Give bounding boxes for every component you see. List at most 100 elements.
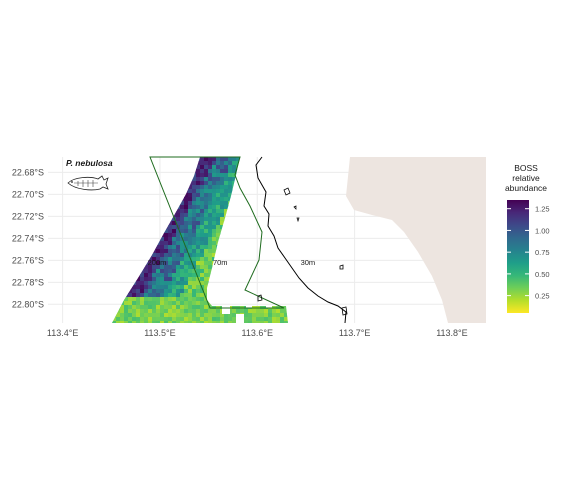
- raster-cell: [220, 321, 224, 325]
- raster-cell: [216, 245, 220, 249]
- raster-cell: [288, 165, 292, 169]
- raster-cell: [144, 273, 148, 277]
- raster-cell: [264, 281, 268, 285]
- raster-cell: [212, 213, 216, 217]
- raster-cell: [124, 309, 128, 313]
- raster-cell: [280, 273, 284, 277]
- raster-cell: [112, 249, 116, 253]
- raster-cell: [216, 269, 220, 273]
- raster-cell: [224, 189, 228, 193]
- raster-cell: [172, 229, 176, 233]
- raster-cell: [248, 181, 252, 185]
- raster-cell: [204, 277, 208, 281]
- raster-cell: [184, 265, 188, 269]
- raster-cell: [220, 217, 224, 221]
- raster-cell: [116, 157, 120, 161]
- raster-cell: [204, 285, 208, 289]
- raster-cell: [284, 249, 288, 253]
- raster-cell: [184, 273, 188, 277]
- raster-cell: [120, 237, 124, 241]
- raster-cell: [164, 245, 168, 249]
- raster-cell: [236, 193, 240, 197]
- raster-cell: [232, 233, 236, 237]
- raster-cell: [212, 209, 216, 213]
- raster-cell: [112, 241, 116, 245]
- raster-cell: [240, 197, 244, 201]
- raster-cell: [220, 285, 224, 289]
- raster-cell: [224, 165, 228, 169]
- raster-cell: [148, 229, 152, 233]
- raster-cell: [208, 249, 212, 253]
- raster-cell: [196, 261, 200, 265]
- raster-cell: [236, 245, 240, 249]
- raster-cell: [284, 317, 288, 321]
- raster-cell: [160, 201, 164, 205]
- raster-cell: [240, 209, 244, 213]
- raster-cell: [156, 273, 160, 277]
- raster-cell: [188, 237, 192, 241]
- raster-cell: [180, 229, 184, 233]
- raster-cell: [132, 249, 136, 253]
- raster-cell: [252, 157, 256, 161]
- raster-cell: [116, 229, 120, 233]
- raster-cell: [272, 225, 276, 229]
- raster-cell: [128, 201, 132, 205]
- raster-cell: [260, 313, 264, 317]
- raster-cell: [128, 209, 132, 213]
- raster-cell: [264, 273, 268, 277]
- raster-cell: [196, 293, 200, 297]
- raster-cell: [164, 205, 168, 209]
- legend-title-line: relative: [512, 173, 540, 183]
- raster-cell: [212, 169, 216, 173]
- raster-cell: [144, 301, 148, 305]
- raster-cell: [184, 185, 188, 189]
- raster-cell: [200, 169, 204, 173]
- raster-cell: [164, 321, 168, 325]
- raster-cell: [228, 181, 232, 185]
- raster-cell: [232, 225, 236, 229]
- raster-cell: [196, 297, 200, 301]
- raster-cell: [236, 221, 240, 225]
- raster-cell: [228, 285, 232, 289]
- raster-cell: [272, 201, 276, 205]
- raster-cell: [244, 209, 248, 213]
- raster-cell: [188, 249, 192, 253]
- raster-cell: [256, 281, 260, 285]
- raster-cell: [224, 225, 228, 229]
- raster-cell: [180, 189, 184, 193]
- raster-cell: [168, 269, 172, 273]
- raster-cell: [276, 229, 280, 233]
- raster-cell: [200, 161, 204, 165]
- raster-cell: [156, 285, 160, 289]
- raster-cell: [148, 225, 152, 229]
- raster-cell: [184, 213, 188, 217]
- raster-cell: [164, 185, 168, 189]
- raster-cell: [160, 233, 164, 237]
- raster-cell: [184, 161, 188, 165]
- raster-cell: [136, 177, 140, 181]
- raster-cell: [208, 285, 212, 289]
- raster-cell: [152, 297, 156, 301]
- raster-cell: [192, 293, 196, 297]
- raster-cell: [200, 321, 204, 325]
- raster-cell: [164, 181, 168, 185]
- raster-cell: [248, 189, 252, 193]
- raster-cell: [212, 241, 216, 245]
- raster-cell: [160, 193, 164, 197]
- raster-cell: [284, 201, 288, 205]
- raster-cell: [176, 297, 180, 301]
- raster-cell: [180, 173, 184, 177]
- raster-cell: [128, 221, 132, 225]
- raster-cell: [232, 285, 236, 289]
- raster-cell: [148, 245, 152, 249]
- raster-cell: [136, 313, 140, 317]
- raster-cell: [136, 321, 140, 325]
- raster-cell: [160, 281, 164, 285]
- raster-cell: [204, 221, 208, 225]
- depth-label: 200m: [148, 258, 167, 267]
- raster-cell: [216, 157, 220, 161]
- raster-cell: [216, 317, 220, 321]
- raster-cell: [152, 181, 156, 185]
- raster-cell: [212, 157, 216, 161]
- raster-cell: [144, 321, 148, 325]
